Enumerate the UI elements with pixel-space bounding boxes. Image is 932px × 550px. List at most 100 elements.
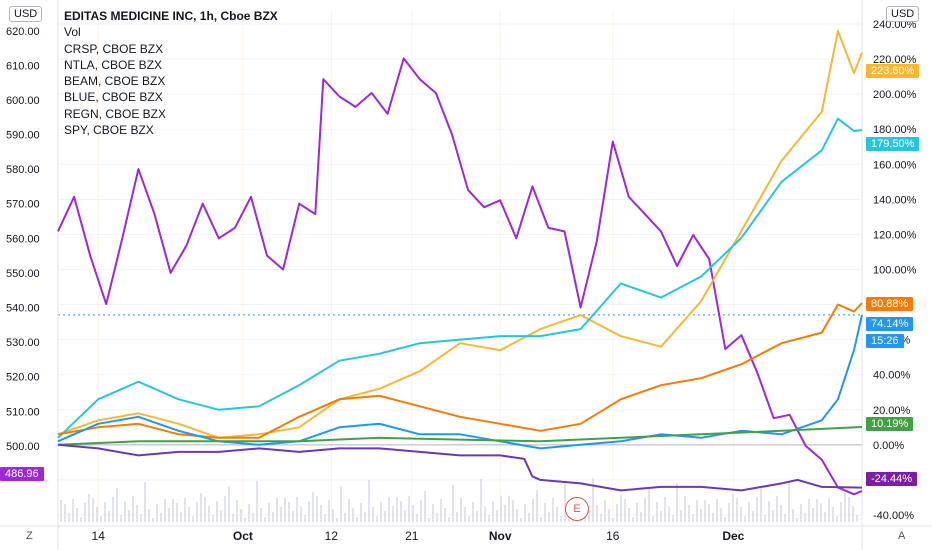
volume-bar: [744, 516, 746, 522]
volume-bar: [408, 496, 410, 522]
left-tick-label: 510.00: [6, 406, 40, 418]
volume-bar: [328, 500, 330, 522]
right-tick-label: 140.00%: [873, 194, 917, 206]
volume-bar: [668, 506, 670, 522]
volume-bar: [360, 503, 362, 522]
volume-bar: [332, 509, 334, 522]
volume-bar: [248, 504, 250, 522]
volume-bar: [240, 509, 242, 522]
volume-bar: [828, 498, 830, 522]
volume-bar: [704, 500, 706, 522]
legend-symbol[interactable]: NTLA, CBOE BZX: [64, 57, 163, 72]
volume-bar: [824, 512, 826, 522]
volume-bar: [464, 507, 466, 522]
volume-bar: [652, 516, 654, 522]
volume-bar: [388, 497, 390, 522]
volume-bar: [420, 500, 422, 522]
volume-bar: [448, 517, 450, 522]
volume-bar: [508, 496, 510, 522]
volume-bar: [832, 507, 834, 522]
volume-bar: [296, 497, 298, 522]
volume-bar: [512, 500, 514, 522]
legend-symbol[interactable]: BEAM, CBOE BZX: [64, 74, 166, 89]
volume-bar: [128, 510, 130, 522]
x-tick-label: Dec: [722, 529, 744, 543]
volume-bar: [700, 509, 702, 522]
volume-bar: [728, 503, 730, 522]
right-axis-ticks: 240.00% 220.00% 200.00% 180.00% 160.00% 140.0…: [873, 19, 917, 522]
volume-bar: [716, 499, 718, 522]
volume-bar: [648, 489, 650, 522]
volume-bar: [400, 501, 402, 522]
earnings-marker[interactable]: E: [565, 497, 589, 521]
volume-bar: [796, 518, 798, 522]
volume-bar: [352, 508, 354, 522]
currency-left-button[interactable]: USD: [9, 6, 43, 22]
volume-bar: [164, 499, 166, 522]
volume-bar: [396, 497, 398, 522]
right-tick-label: 100.00%: [873, 265, 917, 277]
series-ntla: [57, 117, 863, 439]
volume-bar: [292, 511, 294, 522]
series-spy: [57, 426, 863, 446]
volume-bar: [528, 513, 530, 522]
x-tick-label: Oct: [233, 529, 253, 543]
left-tick-label: 610.00: [6, 60, 40, 72]
volume-bar: [588, 510, 590, 522]
series-crsp: [57, 30, 863, 439]
volume-bar: [684, 496, 686, 522]
volume-bar: [308, 501, 310, 522]
price-tag-right: 15:26: [866, 334, 904, 348]
volume-bar: [232, 514, 234, 522]
auto-scale-button[interactable]: A: [898, 530, 906, 542]
volume-bar: [780, 505, 782, 522]
volume-bar: [592, 478, 594, 522]
volume-bar: [624, 499, 626, 522]
volume-bar: [204, 497, 206, 522]
volume-bar: [680, 510, 682, 522]
currency-right-button[interactable]: USD: [886, 6, 920, 22]
left-axis-ticks: 620.00 610.00 600.00 590.00 580.00 570.00 560.…: [6, 26, 40, 453]
volume-bar: [412, 505, 414, 522]
volume-bar: [756, 497, 758, 522]
volume-bar: [752, 511, 754, 522]
legend-symbol[interactable]: CRSP, CBOE BZX: [64, 41, 164, 56]
volume-bar: [236, 500, 238, 522]
legend-symbol[interactable]: REGN, CBOE BZX: [64, 106, 167, 121]
volume-bar: [712, 513, 714, 522]
volume-bar: [672, 515, 674, 522]
left-tick-label: 570.00: [6, 199, 40, 211]
volume-bar: [620, 495, 622, 522]
volume-bar: [480, 479, 482, 522]
price-tag-right: 10.19%: [866, 417, 914, 431]
volume-bar: [468, 516, 470, 522]
volume-bar: [608, 509, 610, 522]
volume-bar: [636, 503, 638, 522]
volume-bar: [68, 513, 70, 522]
volume-bar: [156, 504, 158, 522]
volume-bar: [524, 504, 526, 522]
volume-bar: [160, 513, 162, 522]
volume-bar: [772, 510, 774, 522]
volume-bar: [844, 493, 846, 522]
volume-bar: [776, 496, 778, 522]
volume-bar: [556, 507, 558, 522]
volume-bar: [428, 518, 430, 522]
volume-bar: [504, 505, 506, 522]
volume-bar: [108, 511, 110, 522]
volume-bar: [228, 487, 230, 522]
volume-bar: [96, 507, 98, 522]
volume-bar: [340, 486, 342, 522]
legend-symbol[interactable]: BLUE, CBOE BZX: [64, 90, 163, 105]
volume-bar: [732, 494, 734, 522]
right-tick-label: 160.00%: [873, 159, 917, 171]
zoom-button[interactable]: Z: [26, 530, 33, 542]
volume-bar: [88, 494, 90, 522]
volume-bar: [804, 513, 806, 522]
volume-bar: [92, 498, 94, 522]
legend-symbol[interactable]: SPY, CBOE BZX: [64, 123, 154, 138]
left-tick-label: 520.00: [6, 372, 40, 384]
volume-bar: [336, 518, 338, 522]
volume-bar: [272, 512, 274, 522]
